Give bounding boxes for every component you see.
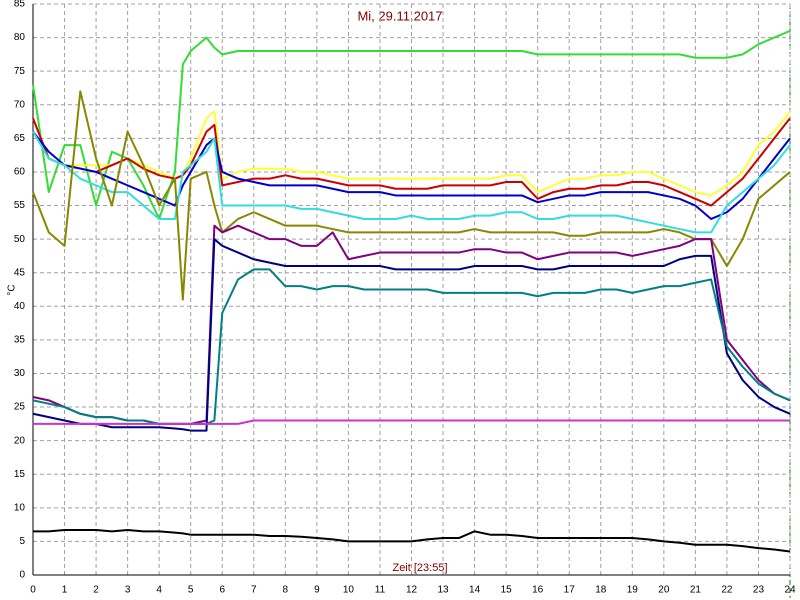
- y-tick-label: 20: [14, 435, 26, 446]
- y-tick-label: 15: [14, 469, 26, 480]
- x-tick-label: 4: [156, 585, 162, 596]
- x-tick-label: 12: [406, 585, 418, 596]
- x-tick-label: 20: [658, 585, 670, 596]
- y-tick-label: 10: [14, 502, 26, 513]
- y-tick-label: 45: [14, 267, 26, 278]
- y-tick-label: 75: [14, 66, 26, 77]
- x-tick-label: 17: [564, 585, 576, 596]
- series-line: [33, 528, 791, 553]
- series-line: [32, 117, 791, 207]
- y-tick-label: 35: [14, 335, 26, 346]
- series-line: [33, 419, 790, 425]
- y-axis-label: °C: [7, 284, 18, 295]
- x-tick-label: 0: [30, 585, 36, 596]
- series-line: [32, 131, 791, 220]
- x-tick-label: 19: [627, 585, 639, 596]
- x-tick-label: 3: [125, 585, 131, 596]
- y-tick-label: 70: [14, 99, 26, 110]
- x-tick-label: 6: [219, 585, 225, 596]
- x-tick-label: 13: [437, 585, 449, 596]
- x-tick-label: 1: [62, 585, 68, 596]
- y-tick-label: 60: [14, 167, 26, 178]
- y-tick-label: 40: [14, 301, 26, 312]
- y-tick-label: 25: [14, 402, 26, 413]
- x-tick-label: 15: [501, 585, 513, 596]
- series-line: [32, 29, 791, 220]
- x-tick-label: 2: [93, 585, 99, 596]
- x-tick-label: 5: [188, 585, 194, 596]
- x-tick-label: 10: [343, 585, 355, 596]
- x-tick-label: 16: [532, 585, 544, 596]
- x-axis-label: Zeit [23:55]: [392, 562, 447, 574]
- series-line: [32, 238, 791, 432]
- series-line: [32, 90, 791, 301]
- x-tick-label: 14: [469, 585, 481, 596]
- series-line: [32, 110, 791, 197]
- y-tick-label: 85: [14, 0, 26, 10]
- y-tick-label: 55: [14, 200, 26, 211]
- y-tick-label: 5: [19, 536, 25, 547]
- y-tick-label: 80: [14, 32, 26, 43]
- y-tick-label: 30: [14, 368, 26, 379]
- x-tick-label: 18: [595, 585, 607, 596]
- x-tick-label: 7: [251, 585, 257, 596]
- y-tick-label: 50: [14, 234, 26, 245]
- x-tick-label: 24: [784, 585, 796, 596]
- y-tick-label: 65: [14, 133, 26, 144]
- x-tick-label: 8: [283, 585, 289, 596]
- x-tick-label: 11: [375, 585, 386, 596]
- chart-title: Mi, 29.11.2017: [357, 8, 442, 23]
- x-tick-label: 22: [721, 585, 733, 596]
- x-tick-label: 23: [753, 585, 765, 596]
- y-tick-label: 0: [19, 570, 25, 581]
- series-line: [32, 131, 791, 234]
- x-tick-label: 21: [690, 585, 702, 596]
- x-tick-label: 9: [314, 585, 320, 596]
